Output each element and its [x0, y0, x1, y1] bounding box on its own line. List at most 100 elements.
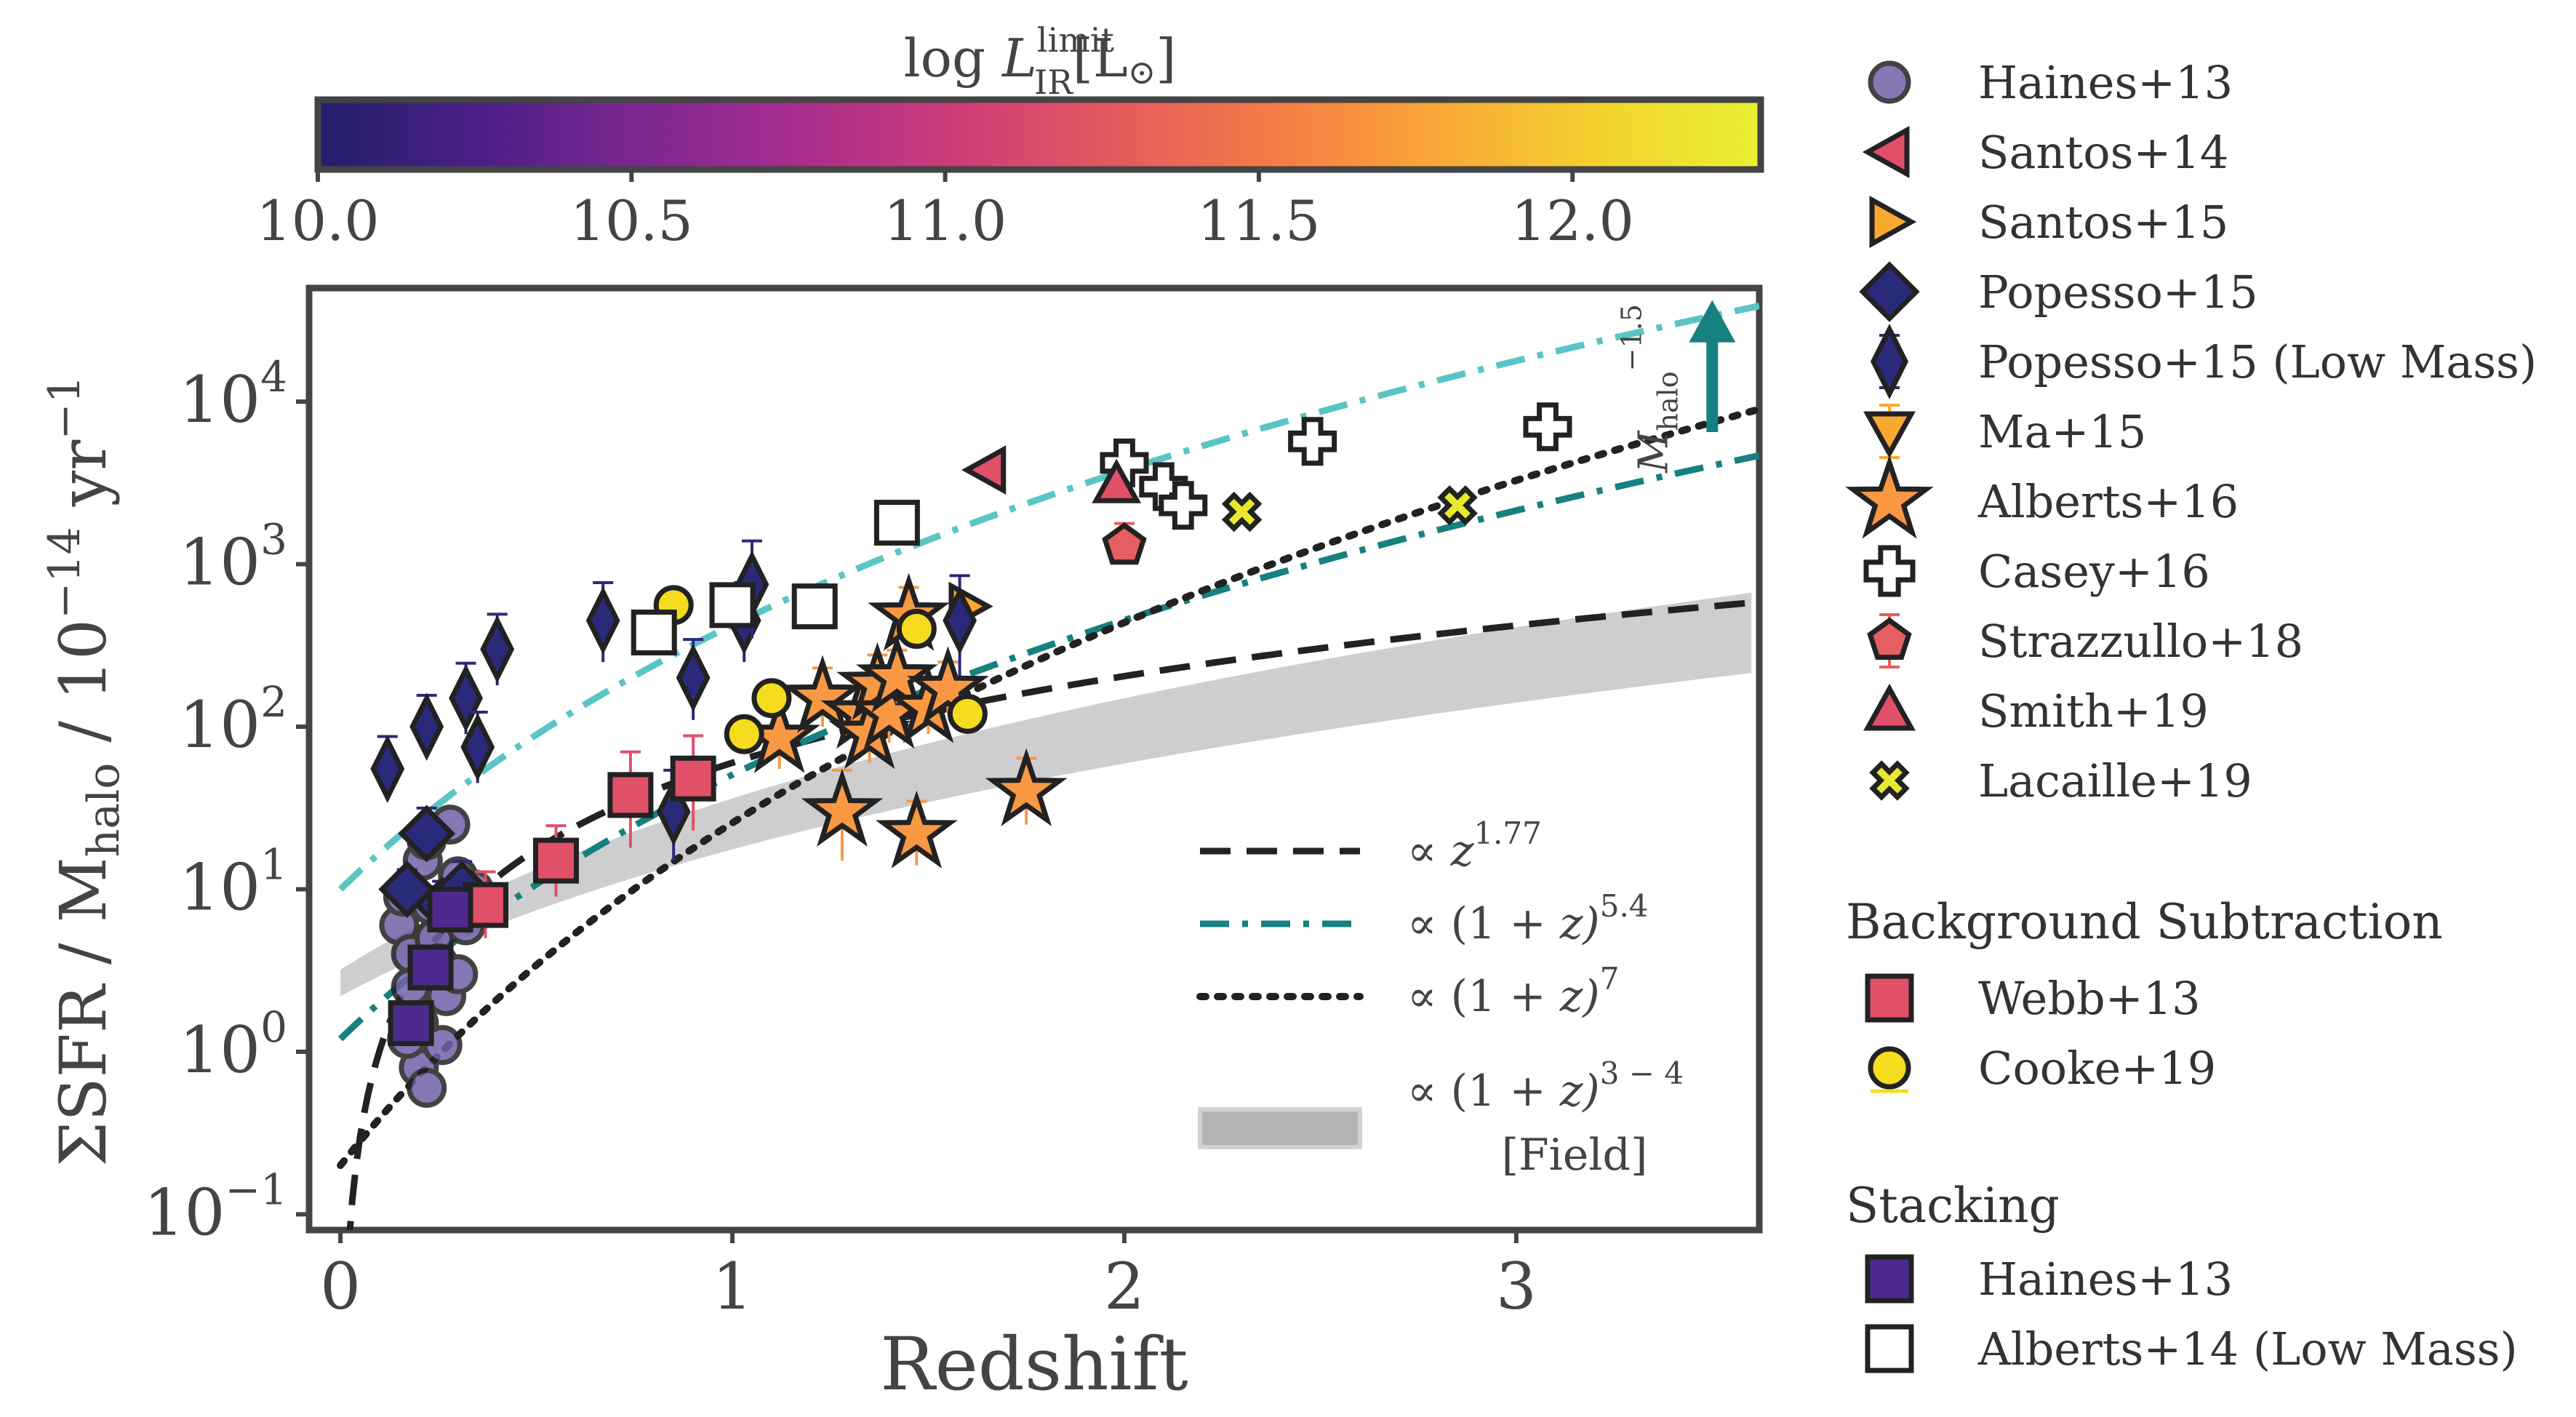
annotation-label: Mhalo−1.5 [1615, 304, 1684, 474]
x-tick-label: 2 [1104, 1249, 1145, 1324]
legend-entry [1862, 126, 1910, 178]
fit-line-z_1.77 [346, 599, 1759, 1230]
data-point [1288, 417, 1337, 466]
series-Alberts-16 [738, 572, 1068, 869]
legend-marker [1863, 545, 1916, 597]
legend-text-teal_5.4-part: ∝ (1 + [1407, 898, 1560, 949]
legend-text-teal_5.4: ∝ (1 + z)5.4 [1407, 888, 1649, 949]
legend-marker [1863, 411, 1916, 459]
legend-label: Haines+13 [1978, 1253, 2233, 1306]
legend-text-field-fit-part: ∝ (1 + [1407, 1066, 1560, 1117]
data-point [781, 655, 864, 733]
fit-line-teal_5.4 [337, 452, 1759, 1042]
legend-entry [1869, 196, 1917, 248]
y-tick-label-part: 3 [260, 515, 287, 564]
colorbar-fill [314, 96, 1764, 173]
legend-text-z_1.77-part: 1.77 [1473, 815, 1542, 851]
series-Strazzullo-18 [1102, 522, 1147, 565]
legend-marker [1865, 1324, 1914, 1373]
data-point [875, 790, 958, 869]
legend-marker [1868, 60, 1911, 104]
data-point [585, 586, 620, 655]
colorbar-tick-label: 11.5 [1197, 188, 1320, 253]
legend-marker [1863, 683, 1916, 731]
legend-label: Webb+13 [1978, 972, 2201, 1025]
data-point [607, 772, 654, 818]
series-Alberts-14-Low-Mass- [631, 500, 920, 655]
series-Cooke-19 [653, 585, 988, 754]
plot-frame [305, 284, 1763, 1234]
legend-entry [1863, 545, 1916, 597]
legend-text-dotted_7-part: ∝ (1 + [1407, 971, 1560, 1022]
y-tick-label: 10−1 [144, 1165, 287, 1250]
data-point [751, 678, 792, 719]
legend-text-field-fit-part: z) [1559, 1066, 1600, 1117]
y-tick-label-part: 10 [144, 1175, 225, 1250]
y-tick-label-part: 10 [179, 1013, 260, 1087]
annotation-label-part: M [1630, 430, 1677, 474]
y-tick-label-part: 10 [179, 525, 260, 600]
legend-marker [1865, 973, 1914, 1023]
legend-marker [1869, 760, 1910, 801]
data-point [943, 586, 977, 655]
legend-label: Popesso+15 (Low Mass) [1978, 335, 2537, 388]
data-point [409, 692, 444, 761]
data-point [631, 609, 677, 655]
legend-group-title: Background Subtraction [1846, 894, 2443, 950]
data-point [370, 735, 405, 803]
data-point [791, 583, 838, 630]
legend-entry [1863, 404, 1916, 459]
y-tick-label-part: 0 [260, 1002, 287, 1052]
colorbar-ticks: 10.0 10.5 11.0 11.5 12.0 [256, 169, 1634, 253]
legend-marker [1845, 455, 1934, 539]
data-point [856, 634, 938, 713]
legend-band-swatch [1198, 1107, 1362, 1149]
data-point [1221, 491, 1263, 532]
legend-text-z_1.77-part: z [1450, 826, 1474, 877]
colorbar-tick-label: 10.5 [570, 188, 693, 253]
legend-marker [1869, 196, 1917, 248]
legend-label: Ma+15 [1978, 405, 2146, 458]
fit-line-cyan_upper [337, 303, 1759, 892]
legend-label: Santos+15 [1978, 196, 2228, 249]
field-band [340, 592, 1752, 997]
data-point [961, 445, 1007, 495]
legend-text-z_1.77: ∝ z1.77 [1407, 815, 1542, 877]
annotation-label-part: −1.5 [1615, 304, 1647, 371]
series-Santos-14 [961, 445, 1007, 495]
y-tick-label-part: 10 [179, 362, 260, 437]
colorbar-label: log Llimit IR[L⊙] [904, 20, 1177, 102]
fit-lines [337, 303, 1759, 1230]
data-point [1092, 458, 1142, 503]
y-tick-label-part: 4 [260, 352, 287, 402]
y-tick-label: 104 [179, 352, 287, 437]
legend-text-field-label: [Field] [1502, 1130, 1648, 1181]
legend-label: Strazzullo+18 [1978, 615, 2303, 668]
data-point [427, 886, 473, 933]
legend-entry [1845, 455, 1934, 539]
y-tick-label: 101 [179, 839, 287, 925]
data-point [1102, 522, 1147, 565]
legend-text-teal_5.4-part: 5.4 [1600, 888, 1649, 924]
legend-label: Cooke+19 [1978, 1042, 2216, 1095]
colorbar-tick-label: 10.0 [256, 188, 379, 253]
data-point-shape [1221, 491, 1263, 532]
colorbar-tick-label: 12.0 [1511, 188, 1634, 253]
legend-entry [1869, 760, 1910, 801]
y-tick-label-part: −1 [225, 1165, 288, 1214]
legend-label: Casey+16 [1978, 545, 2210, 598]
annotation-label-part: halo [1652, 371, 1684, 431]
legend-marker [1870, 323, 1909, 400]
data-point [907, 646, 989, 725]
data-point [398, 805, 456, 863]
legend-label: Haines+13 [1978, 56, 2233, 109]
legend-text-z_1.77-part: ∝ [1407, 826, 1451, 877]
marker-legend: Haines+13 Santos+14 Santos+15 Popesso+15 Pop… [1845, 56, 2537, 1376]
legend-text-field-label-part: [Field] [1502, 1130, 1648, 1181]
legend-text-teal_5.4-part: z) [1559, 898, 1600, 949]
legend-label: Alberts+16 [1977, 475, 2239, 528]
data-point [460, 713, 495, 781]
data-point [1100, 438, 1149, 487]
